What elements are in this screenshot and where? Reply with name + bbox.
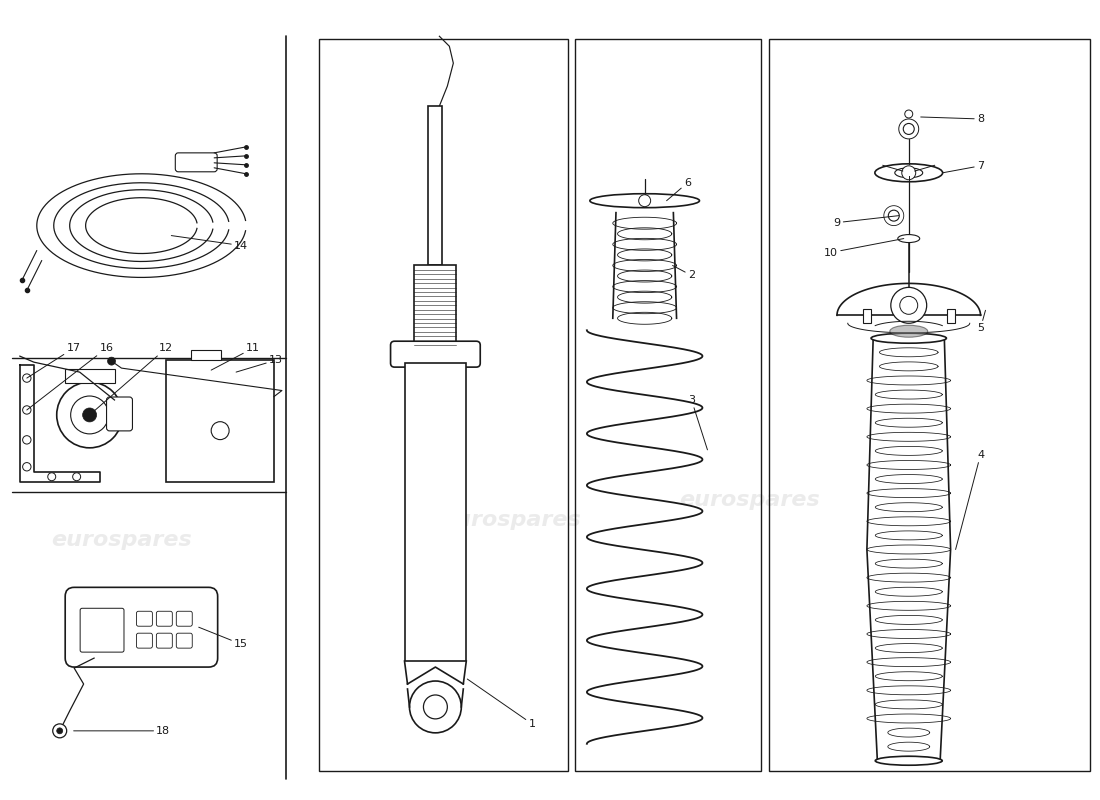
Circle shape <box>23 374 31 382</box>
Ellipse shape <box>874 164 943 182</box>
Circle shape <box>409 681 461 733</box>
Text: 6: 6 <box>667 178 691 201</box>
FancyBboxPatch shape <box>136 633 153 648</box>
Text: 18: 18 <box>74 726 170 736</box>
FancyBboxPatch shape <box>107 397 132 431</box>
Circle shape <box>905 110 913 118</box>
FancyBboxPatch shape <box>415 266 456 345</box>
FancyBboxPatch shape <box>191 350 221 360</box>
FancyBboxPatch shape <box>156 633 173 648</box>
Text: 13: 13 <box>236 355 283 372</box>
Ellipse shape <box>590 194 700 208</box>
FancyBboxPatch shape <box>405 363 466 661</box>
Circle shape <box>902 166 915 180</box>
Circle shape <box>211 422 229 440</box>
Circle shape <box>900 296 917 314</box>
Circle shape <box>891 287 926 323</box>
Text: 1: 1 <box>468 679 536 729</box>
Text: 16: 16 <box>26 343 113 410</box>
FancyBboxPatch shape <box>80 608 124 652</box>
FancyBboxPatch shape <box>166 360 274 482</box>
Text: 14: 14 <box>172 235 249 250</box>
Circle shape <box>23 406 31 414</box>
Ellipse shape <box>890 326 927 338</box>
Circle shape <box>47 473 56 481</box>
Circle shape <box>82 408 97 422</box>
Text: 15: 15 <box>199 627 249 649</box>
Circle shape <box>57 728 63 734</box>
Text: eurospares: eurospares <box>51 530 191 550</box>
FancyBboxPatch shape <box>390 342 481 367</box>
FancyBboxPatch shape <box>428 106 442 266</box>
FancyBboxPatch shape <box>136 611 153 626</box>
Ellipse shape <box>894 168 923 178</box>
Text: 7: 7 <box>943 161 984 173</box>
FancyBboxPatch shape <box>156 611 173 626</box>
Text: 9: 9 <box>834 216 899 228</box>
Text: 5: 5 <box>977 310 986 334</box>
Ellipse shape <box>871 334 946 343</box>
FancyBboxPatch shape <box>175 153 217 172</box>
Text: 4: 4 <box>956 450 984 550</box>
Text: 2: 2 <box>672 266 695 281</box>
Circle shape <box>70 396 109 434</box>
Circle shape <box>57 382 122 448</box>
Text: 3: 3 <box>688 395 707 450</box>
Text: 11: 11 <box>211 343 260 370</box>
Text: 17: 17 <box>26 343 80 378</box>
Circle shape <box>23 462 31 471</box>
Circle shape <box>889 210 900 221</box>
Ellipse shape <box>876 756 943 766</box>
Circle shape <box>53 724 67 738</box>
FancyBboxPatch shape <box>65 587 218 667</box>
Text: 8: 8 <box>921 114 984 124</box>
Circle shape <box>903 123 914 134</box>
FancyBboxPatch shape <box>176 633 192 648</box>
Text: eurospares: eurospares <box>440 510 581 530</box>
FancyBboxPatch shape <box>947 310 955 323</box>
FancyBboxPatch shape <box>176 611 192 626</box>
FancyBboxPatch shape <box>862 310 871 323</box>
Ellipse shape <box>898 234 920 242</box>
Circle shape <box>23 436 31 444</box>
FancyBboxPatch shape <box>65 369 114 383</box>
Text: eurospares: eurospares <box>679 490 820 510</box>
Text: 10: 10 <box>824 238 904 258</box>
Circle shape <box>424 695 448 719</box>
Circle shape <box>639 194 650 206</box>
Circle shape <box>73 473 80 481</box>
Circle shape <box>108 357 115 365</box>
Text: 12: 12 <box>89 343 174 415</box>
